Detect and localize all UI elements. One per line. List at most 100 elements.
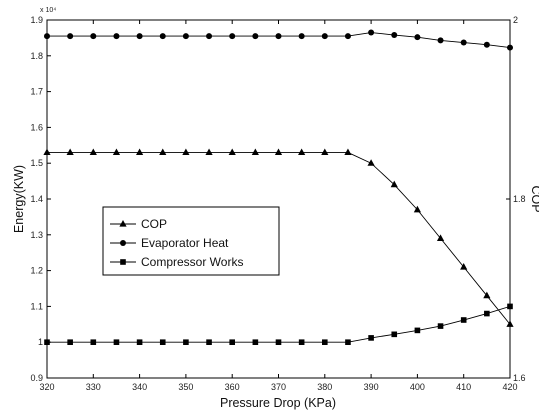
y-tick-label: 0.9 — [30, 373, 43, 383]
evaporator-heat-point — [298, 33, 305, 40]
cop-point — [228, 148, 236, 156]
y-tick-label: 1.1 — [30, 301, 43, 311]
compressor-works-point — [460, 317, 467, 323]
compressor-works-point — [90, 339, 97, 345]
x-tick-label: 390 — [364, 382, 379, 392]
compressor-works-point — [183, 339, 189, 345]
x-tick-label: 400 — [410, 382, 425, 392]
cop-point — [506, 320, 514, 327]
x-tick-label: 330 — [86, 382, 101, 392]
compressor-works-point — [67, 339, 73, 345]
compressor-works-point — [229, 339, 235, 345]
x-tick-label: 380 — [317, 382, 332, 392]
plot-area — [46, 19, 511, 379]
x-axis-label: Pressure Drop (KPa) — [220, 396, 336, 410]
cop-point — [182, 148, 190, 156]
y2-tick-label: 1.6 — [513, 373, 526, 383]
y-axis-multiplier: x 10⁴ — [40, 7, 56, 14]
cop-point — [89, 148, 97, 156]
compressor-works-point — [368, 335, 374, 341]
x-tick-label: 370 — [271, 382, 286, 392]
x-tick-label: 360 — [225, 382, 240, 392]
evaporator-heat-point — [275, 33, 282, 40]
cop-point — [136, 148, 144, 156]
evaporator-heat-point — [483, 41, 490, 48]
y-axis-label: Energy(KW) — [12, 165, 26, 233]
x-tick-label: 340 — [132, 382, 147, 392]
evaporator-heat-point — [507, 44, 513, 51]
compressor-works-point — [484, 310, 490, 317]
y-tick-label: 1.9 — [30, 15, 43, 25]
compressor-works-point — [136, 339, 143, 345]
cop-point — [344, 148, 352, 156]
y2-axis-label: COP — [529, 185, 539, 212]
cop-point — [321, 148, 329, 156]
legend-marker-cop — [119, 220, 127, 227]
x-tick-label: 320 — [39, 382, 54, 392]
compressor-works-point — [159, 339, 166, 345]
y-tick-label: 1.2 — [30, 266, 43, 276]
cop-point — [66, 148, 74, 156]
compressor-works-point — [113, 339, 120, 345]
cop-point — [251, 148, 259, 156]
evaporator-heat-point — [437, 37, 444, 44]
cop-point — [159, 148, 167, 156]
compressor-works-point — [391, 331, 398, 338]
y-tick-label: 1.7 — [30, 87, 43, 97]
evaporator-heat-point — [113, 33, 120, 40]
cop-point — [436, 234, 445, 241]
y-tick-label: 1.4 — [30, 194, 43, 204]
cop-point — [274, 148, 283, 156]
compressor-works-point — [206, 339, 212, 345]
evaporator-heat-point — [159, 33, 166, 40]
y2-tick-label: 2 — [513, 15, 518, 25]
evaporator-heat-point — [391, 32, 398, 39]
evaporator-heat-point — [136, 33, 143, 40]
compressor-works-point — [252, 339, 259, 345]
evaporator-heat-point — [206, 33, 213, 40]
evaporator-heat-point — [67, 33, 74, 40]
cop-point — [43, 148, 51, 156]
evaporator-heat-point — [344, 33, 351, 40]
cop-point — [367, 159, 375, 166]
cop-point — [205, 148, 213, 156]
evaporator-heat-point — [252, 33, 259, 40]
evaporator-heat-point — [460, 39, 467, 46]
y-tick-label: 1.5 — [30, 158, 43, 168]
compressor-works-point — [507, 303, 513, 310]
legend-label-compressor-works: Compressor Works — [141, 255, 243, 269]
legend-label-cop: COP — [141, 217, 167, 231]
cop-point — [413, 205, 421, 213]
y-tick-label: 1.3 — [30, 230, 43, 240]
compressor-works-point — [414, 327, 421, 334]
compressor-works-point — [437, 323, 444, 329]
evaporator-heat-point — [229, 33, 236, 40]
legend-marker-evaporator-heat — [120, 240, 126, 246]
cop-point — [460, 263, 468, 270]
cop-point — [483, 291, 491, 299]
x-tick-label: 410 — [456, 382, 471, 392]
compressor-works-point — [322, 339, 328, 345]
compressor-works-point — [298, 339, 305, 345]
cop-point — [390, 180, 398, 188]
cop-point — [112, 148, 121, 156]
evaporator-heat-point — [321, 33, 328, 40]
y-tick-label: 1.6 — [30, 122, 43, 132]
legend-label-evaporator-heat: Evaporator Heat — [141, 236, 229, 250]
evaporator-heat-point — [182, 33, 189, 40]
chart-marks — [43, 29, 514, 345]
evaporator-heat-point — [90, 33, 97, 40]
evaporator-heat-point — [44, 33, 50, 40]
axis-ticks: 320 330 340 350 360 370 380 390 400 410 420 0.9 1 1.1… — [30, 15, 525, 392]
y-tick-label: 1 — [38, 337, 43, 347]
x-tick-label: 420 — [502, 382, 517, 392]
evaporator-heat-point — [368, 29, 375, 36]
compressor-works-point — [275, 339, 282, 345]
cop-point — [298, 148, 306, 156]
y-tick-label: 1.8 — [30, 51, 43, 61]
legend-box — [102, 206, 280, 276]
evaporator-heat-point — [414, 34, 421, 41]
y2-tick-label: 1.8 — [513, 194, 526, 204]
compressor-works-point — [345, 339, 351, 345]
